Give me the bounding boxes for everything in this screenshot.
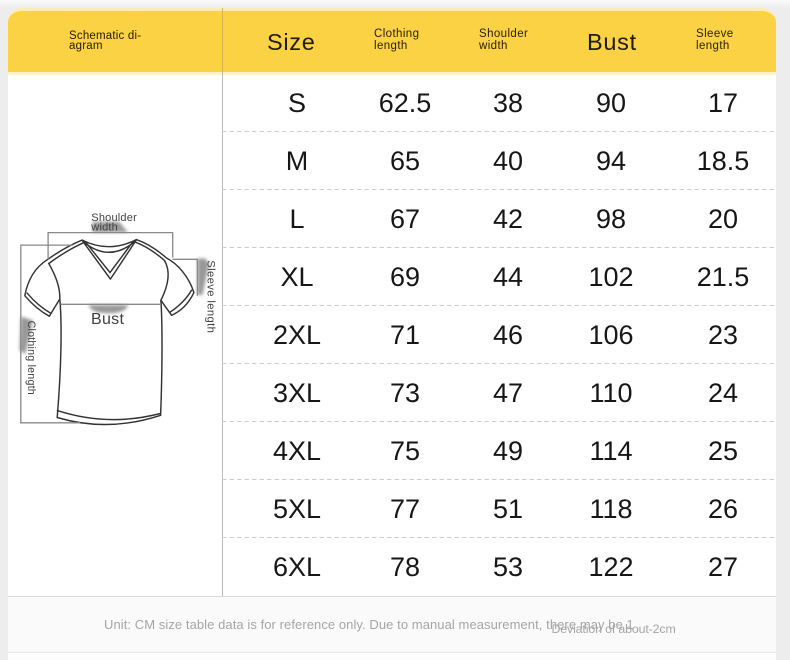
svg-text:width: width (90, 221, 118, 233)
svg-text:Clothing length: Clothing length (25, 321, 37, 395)
svg-text:Shoulder: Shoulder (91, 212, 137, 224)
svg-text:Bust: Bust (91, 311, 124, 328)
svg-text:Sleeve length: Sleeve length (204, 260, 216, 333)
